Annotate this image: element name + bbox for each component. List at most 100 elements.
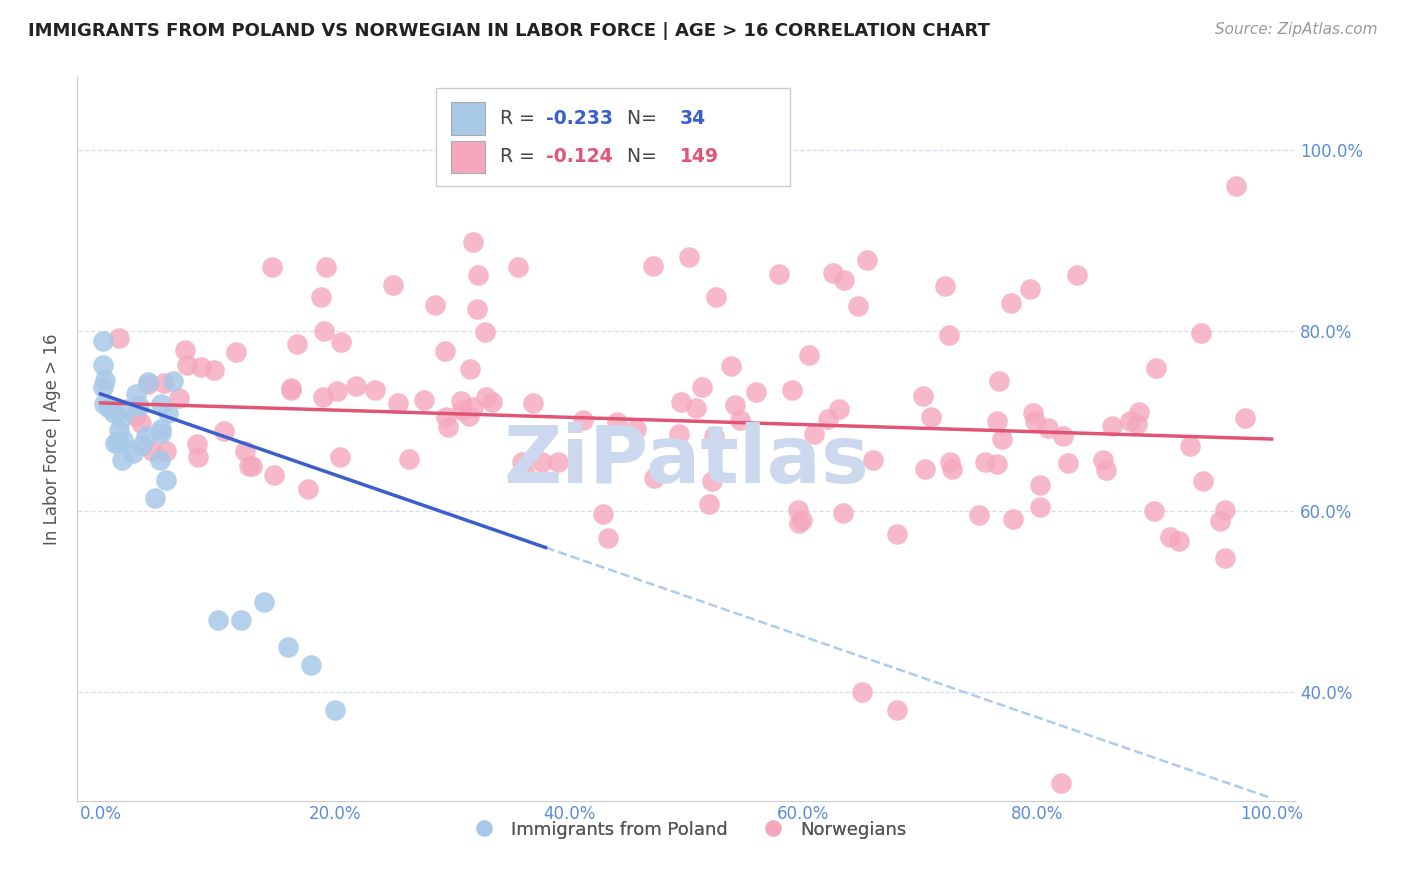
Point <box>148 453 170 467</box>
Point <box>436 419 458 434</box>
Y-axis label: In Labor Force | Age > 16: In Labor Force | Age > 16 <box>44 334 60 545</box>
FancyBboxPatch shape <box>451 141 485 173</box>
Point <box>823 266 845 280</box>
Point <box>768 267 790 281</box>
Point <box>107 435 129 450</box>
Point <box>643 260 665 274</box>
Point <box>986 457 1008 471</box>
Point <box>141 444 163 458</box>
Point <box>229 613 252 627</box>
Point <box>450 403 472 417</box>
Point <box>678 250 700 264</box>
Point <box>253 595 276 609</box>
Point <box>912 389 935 403</box>
Point <box>423 298 446 312</box>
Text: -0.124: -0.124 <box>546 147 613 167</box>
Point <box>387 396 409 410</box>
Point <box>125 386 148 401</box>
Point <box>831 506 853 520</box>
Point <box>803 427 825 442</box>
Point <box>157 406 180 420</box>
Point <box>1091 453 1114 467</box>
Point <box>914 462 936 476</box>
Point <box>828 402 851 417</box>
Text: 34: 34 <box>681 109 706 128</box>
Text: R =: R = <box>499 147 540 167</box>
Point <box>314 324 336 338</box>
Point <box>668 426 690 441</box>
Point <box>202 363 225 377</box>
Point <box>969 508 991 523</box>
Point <box>433 344 456 359</box>
Point <box>1168 534 1191 549</box>
Point <box>817 411 839 425</box>
Point <box>886 703 908 717</box>
Point <box>1144 360 1167 375</box>
Point <box>941 462 963 476</box>
Point <box>1180 439 1202 453</box>
Point <box>1233 411 1256 425</box>
Point <box>991 432 1014 446</box>
Point <box>93 380 115 394</box>
Point <box>851 685 873 699</box>
Text: R =: R = <box>499 109 540 128</box>
Point <box>461 400 484 414</box>
Point <box>323 703 346 717</box>
Point <box>572 413 595 427</box>
Point <box>938 455 960 469</box>
Point <box>155 444 177 458</box>
Text: ZiPatlas: ZiPatlas <box>503 422 869 500</box>
Point <box>280 381 302 395</box>
Point <box>122 446 145 460</box>
Point <box>724 398 747 412</box>
Point <box>704 290 727 304</box>
Point <box>128 399 150 413</box>
Point <box>1128 405 1150 419</box>
Point <box>330 334 353 349</box>
Point <box>103 406 125 420</box>
Point <box>506 260 529 275</box>
Point <box>107 331 129 345</box>
Point <box>780 383 803 397</box>
Point <box>98 401 121 415</box>
Point <box>643 471 665 485</box>
Point <box>481 394 503 409</box>
Point <box>143 491 166 506</box>
Text: N=: N= <box>616 147 664 167</box>
Point <box>987 374 1010 388</box>
Point <box>91 334 114 348</box>
Point <box>398 451 420 466</box>
Point <box>624 422 647 436</box>
Point <box>149 397 172 411</box>
Point <box>125 409 148 424</box>
Point <box>238 458 260 473</box>
Point <box>1022 406 1045 420</box>
Point <box>474 390 496 404</box>
Point <box>512 465 534 479</box>
Point <box>382 278 405 293</box>
Point <box>110 452 132 467</box>
Point <box>596 531 619 545</box>
Point <box>225 344 247 359</box>
Point <box>846 299 869 313</box>
Point <box>1192 474 1215 488</box>
Point <box>277 640 299 654</box>
Point <box>1209 514 1232 528</box>
Point <box>856 252 879 267</box>
Point <box>745 385 768 400</box>
Point <box>364 383 387 397</box>
Point <box>458 409 481 423</box>
Point <box>326 384 349 398</box>
Point <box>547 455 569 469</box>
Point <box>1052 429 1074 443</box>
Point <box>153 376 176 390</box>
Point <box>108 424 131 438</box>
Point <box>262 260 284 275</box>
Point <box>1029 478 1052 492</box>
Point <box>458 362 481 376</box>
Point <box>703 429 725 443</box>
Point <box>1095 463 1118 477</box>
Point <box>886 527 908 541</box>
Point <box>162 374 184 388</box>
Point <box>280 384 302 398</box>
